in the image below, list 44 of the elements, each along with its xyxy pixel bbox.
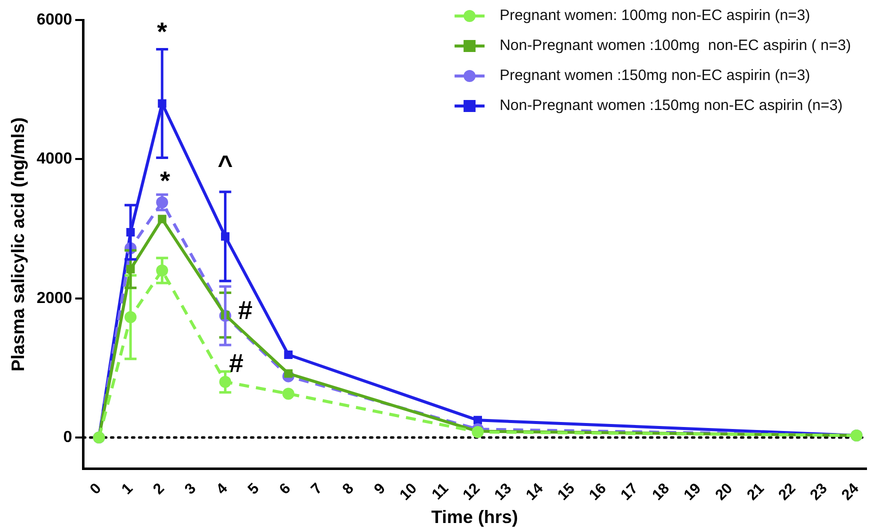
legend-label: Pregnant women :150mg non-EC aspirin (n=3) <box>500 67 810 84</box>
x-tick-label: 8 <box>339 480 358 498</box>
data-label: ^ <box>218 150 233 180</box>
x-tick-label: 20 <box>712 480 736 504</box>
x-tick-label: 3 <box>182 480 200 498</box>
y-tick-label: 4000 <box>36 150 72 168</box>
y-tick-label: 0 <box>63 428 72 446</box>
x-tick-label: 7 <box>308 480 326 498</box>
x-tick-label: 24 <box>838 480 863 504</box>
x-tick-label: 19 <box>680 480 704 504</box>
data-label: * <box>157 16 168 47</box>
x-tick-label: 10 <box>396 480 420 504</box>
x-tick-label: 11 <box>428 480 452 504</box>
x-tick-label: 13 <box>491 480 516 504</box>
x-tick-label: 23 <box>806 480 831 504</box>
legend-label: Pregnant women: 100mg non-EC aspirin (n=3) <box>500 7 810 24</box>
x-tick-label: 21 <box>744 480 768 504</box>
data-label: # <box>238 295 253 326</box>
x-tick-label: 0 <box>86 480 105 498</box>
point <box>284 350 293 359</box>
x-tick-label: 2 <box>150 480 168 498</box>
legend-label: Non-Pregnant women :100mg non-EC aspirin ( n=3) <box>500 37 852 54</box>
x-tick-label: 22 <box>775 480 800 504</box>
data-label: # <box>229 348 244 378</box>
x-tick-label: 18 <box>649 480 673 504</box>
x-tick-label: 17 <box>618 480 642 504</box>
x-tick-label: 9 <box>370 480 389 498</box>
data-label: * <box>160 166 172 196</box>
x-tick-label: 15 <box>554 480 578 504</box>
point <box>158 214 166 224</box>
x-tick-label: 5 <box>244 480 263 498</box>
x-tick-label: 4 <box>213 480 232 498</box>
y-axis-title: Plasma salicylic acid (ng/mls) <box>8 117 28 372</box>
x-axis-title: Time (hrs) <box>431 507 518 528</box>
x-tick-label: 1 <box>118 480 136 498</box>
x-tick-label: 14 <box>522 480 548 504</box>
y-tick-label: 6000 <box>36 11 72 28</box>
legend-label: Non-Pregnant women :150mg non-EC aspirin (n=3) <box>500 97 843 114</box>
x-tick-label: 16 <box>586 480 610 504</box>
point <box>282 388 294 400</box>
y-tick-label: 2000 <box>36 290 72 307</box>
x-tick-label: 6 <box>276 480 294 498</box>
x-tick-label: 12 <box>460 480 484 504</box>
point <box>474 416 482 424</box>
